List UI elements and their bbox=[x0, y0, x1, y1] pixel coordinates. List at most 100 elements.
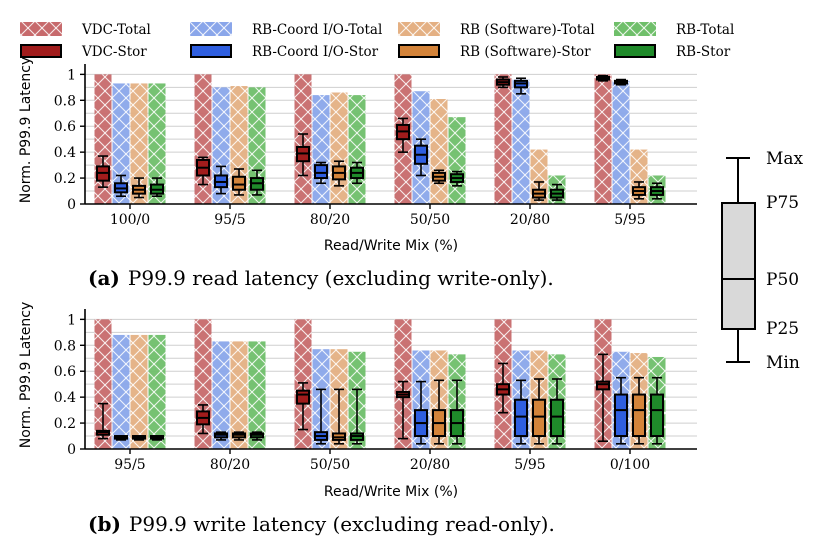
legend-label-rb-stor: RB-Stor bbox=[676, 44, 731, 60]
bar-hatch bbox=[594, 74, 612, 204]
chart-panel-b: 0 0.2 0.4 0.6 0.8 1 95/5 80/20 50/50 20/80 5/95 0/1… bbox=[18, 302, 697, 500]
box-plot-key: Max P75 P50 P25 Min bbox=[721, 149, 804, 373]
bar-hatch bbox=[612, 80, 630, 204]
y-tick-label: 0.4 bbox=[54, 390, 76, 406]
legend-label-rb-software-stor: RB (Software)-Stor bbox=[460, 44, 591, 60]
bar-hatch bbox=[494, 74, 512, 204]
box-vdc-stor-5 bbox=[596, 353, 610, 443]
box-rb-stor-1 bbox=[250, 431, 264, 441]
x-tick-label: 50/50 bbox=[310, 457, 350, 473]
box-rb-stor-4 bbox=[550, 183, 564, 201]
box-rb-stor-4 bbox=[550, 378, 564, 445]
box-rb-coord-i-o-stor-4 bbox=[514, 77, 528, 95]
box-vdc-stor-3 bbox=[396, 117, 410, 153]
box-rb-stor-5 bbox=[650, 376, 664, 445]
box-vdc-stor-5 bbox=[596, 74, 610, 82]
box-rb-stor-2 bbox=[350, 161, 364, 185]
x-tick-label: 5/95 bbox=[514, 457, 545, 473]
y-axis-label-a: Norm. P99.9 Latency bbox=[18, 57, 34, 204]
x-tick-label: 95/5 bbox=[114, 457, 145, 473]
box-rb-software-stor-3 bbox=[432, 379, 446, 445]
caption-a: (a) P99.9 read latency (excluding write-o… bbox=[88, 266, 554, 290]
y-tick-label: 0 bbox=[67, 442, 76, 458]
y-tick-label: 1 bbox=[67, 312, 76, 328]
bar-hatch bbox=[94, 319, 112, 449]
box-rb-coord-i-o-stor-2 bbox=[314, 161, 328, 185]
box-vdc-stor-3 bbox=[396, 380, 410, 440]
box-rb-software-stor-5 bbox=[632, 181, 646, 200]
key-label-min: Min bbox=[766, 353, 800, 373]
y-tick-label: 0.8 bbox=[54, 338, 76, 354]
chart-panel-a: 0 0.2 0.4 0.6 0.8 1 100/0 95/5 80/20 50/50 20/80 5/… bbox=[18, 57, 697, 254]
bar-hatch bbox=[130, 83, 148, 204]
x-axis-label-b: Read/Write Mix (%) bbox=[324, 484, 458, 500]
box-rb-software-stor-1 bbox=[232, 168, 246, 196]
legend-swatch-rb-stor bbox=[614, 44, 656, 58]
box-rb-software-stor-1 bbox=[232, 431, 246, 441]
box-rb-stor-0 bbox=[150, 177, 164, 198]
y-tick-label: 0.6 bbox=[54, 119, 76, 135]
key-label-max: Max bbox=[766, 149, 804, 169]
box-vdc-stor-2 bbox=[296, 133, 310, 177]
box-iqr bbox=[650, 393, 664, 438]
box-rb-coord-i-o-stor-0 bbox=[114, 174, 128, 198]
box-rb-software-stor-4 bbox=[532, 181, 546, 201]
y-tick-label: 0.4 bbox=[54, 145, 76, 161]
caption-b: (b) P99.9 write latency (excluding read-o… bbox=[88, 512, 555, 536]
box-iqr bbox=[614, 393, 628, 438]
legend-swatch-hatch-rb-total bbox=[614, 22, 656, 36]
x-tick-label: 0/100 bbox=[610, 457, 650, 473]
box-rb-software-stor-5 bbox=[632, 376, 646, 445]
bar-hatch bbox=[248, 341, 266, 449]
y-axis-label-b: Norm. P99.9 Latency bbox=[18, 302, 34, 449]
legend-label-rb-total: RB-Total bbox=[676, 22, 734, 38]
bar-hatch bbox=[230, 341, 248, 449]
bar-hatch bbox=[212, 341, 230, 449]
box-vdc-stor-4 bbox=[496, 76, 510, 89]
box-rb-software-stor-2 bbox=[332, 388, 346, 445]
box-rb-stor-3 bbox=[450, 170, 464, 187]
x-tick-label: 20/80 bbox=[410, 457, 450, 473]
key-box bbox=[721, 202, 756, 330]
x-tick-label: 80/20 bbox=[210, 457, 250, 473]
bar-hatch bbox=[148, 334, 166, 449]
legend-swatch-vdc-stor bbox=[20, 44, 62, 58]
box-rb-stor-3 bbox=[450, 379, 464, 445]
bar-hatch bbox=[512, 79, 530, 204]
y-tick-label: 0.8 bbox=[54, 93, 76, 109]
box-rb-software-stor-2 bbox=[332, 160, 346, 187]
bar-hatch bbox=[112, 83, 130, 204]
legend-swatch-hatch-vdc-total bbox=[20, 22, 62, 36]
plot-area-b bbox=[94, 319, 666, 449]
y-tick-label: 0.6 bbox=[54, 364, 76, 380]
box-rb-stor-5 bbox=[650, 182, 664, 200]
bar-hatch bbox=[312, 95, 330, 204]
box-rb-coord-i-o-stor-5 bbox=[614, 376, 628, 445]
legend-label-rb-coord-i-o-stor: RB-Coord I/O-Stor bbox=[252, 44, 379, 60]
y-tick-label: 0 bbox=[67, 197, 76, 213]
legend-label-vdc-total: VDC-Total bbox=[81, 22, 151, 38]
key-label-p25: P25 bbox=[766, 319, 799, 339]
legend-swatch-rb-coord-i-o-stor bbox=[190, 44, 232, 58]
y-tick-label: 0.2 bbox=[54, 416, 76, 432]
box-iqr bbox=[514, 398, 528, 438]
bar-hatch bbox=[112, 334, 130, 449]
y-tick-label: 0.2 bbox=[54, 171, 76, 187]
box-rb-stor-2 bbox=[350, 388, 364, 445]
bar-hatch bbox=[148, 83, 166, 204]
x-axis-label-a: Read/Write Mix (%) bbox=[324, 238, 458, 254]
box-rb-coord-i-o-stor-1 bbox=[214, 431, 228, 441]
bar-hatch bbox=[330, 92, 348, 204]
x-tick-label: 95/5 bbox=[214, 212, 245, 228]
plot-area-a bbox=[94, 74, 666, 204]
box-iqr bbox=[596, 380, 610, 391]
legend: VDC-Total RB-Coord I/O-Total RB (Software)… bbox=[20, 22, 734, 60]
x-tick-label: 80/20 bbox=[310, 212, 350, 228]
box-vdc-stor-0 bbox=[96, 155, 110, 188]
caption-b-text: P99.9 write latency (excluding read-only… bbox=[129, 512, 555, 536]
bar-hatch bbox=[448, 117, 466, 204]
box-iqr bbox=[296, 389, 310, 405]
box-rb-software-stor-3 bbox=[432, 169, 446, 185]
box-rb-coord-i-o-stor-1 bbox=[214, 165, 228, 195]
